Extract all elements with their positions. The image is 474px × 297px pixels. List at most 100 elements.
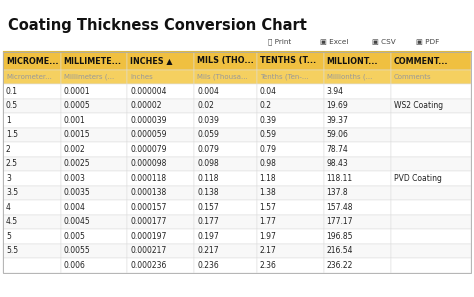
Bar <box>194 157 256 171</box>
Text: 2.36: 2.36 <box>260 261 276 270</box>
Bar <box>256 127 324 142</box>
Bar <box>3 52 61 70</box>
Text: 0.005: 0.005 <box>64 232 85 241</box>
Bar <box>256 142 324 157</box>
Text: 236.22: 236.22 <box>327 261 353 270</box>
Text: 0.1: 0.1 <box>6 87 18 96</box>
Text: Millionths (...: Millionths (... <box>327 74 372 80</box>
Bar <box>128 214 194 229</box>
Text: Comments: Comments <box>393 74 431 80</box>
Bar <box>128 186 194 200</box>
Text: 5: 5 <box>6 232 11 241</box>
Text: Inches: Inches <box>130 74 153 80</box>
Bar <box>391 84 471 99</box>
Text: 39.37: 39.37 <box>327 116 348 125</box>
Text: 0.000059: 0.000059 <box>130 130 167 139</box>
Text: 0.177: 0.177 <box>197 217 219 226</box>
Text: 0.39: 0.39 <box>260 116 277 125</box>
Bar <box>3 70 61 84</box>
Text: 2.17: 2.17 <box>260 246 276 255</box>
Text: 0.0001: 0.0001 <box>64 87 90 96</box>
Bar <box>61 258 128 273</box>
Text: 0.039: 0.039 <box>197 116 219 125</box>
Text: 1.97: 1.97 <box>260 232 276 241</box>
Text: 0.000138: 0.000138 <box>130 188 167 197</box>
Text: MILLIMETE...: MILLIMETE... <box>64 56 121 66</box>
Bar <box>3 113 61 127</box>
Bar <box>256 244 324 258</box>
Bar <box>3 214 61 229</box>
Bar <box>391 157 471 171</box>
Bar <box>61 99 128 113</box>
Text: 0.000217: 0.000217 <box>130 246 167 255</box>
Text: 0.001: 0.001 <box>64 116 85 125</box>
Bar <box>194 52 256 70</box>
Bar <box>61 157 128 171</box>
Text: 196.85: 196.85 <box>327 232 353 241</box>
Bar <box>324 186 391 200</box>
Text: 78.74: 78.74 <box>327 145 348 154</box>
Text: 0.000039: 0.000039 <box>130 116 167 125</box>
Text: 19.69: 19.69 <box>327 101 348 110</box>
Bar <box>391 229 471 244</box>
Bar <box>3 244 61 258</box>
Bar <box>3 52 471 273</box>
Bar <box>3 99 61 113</box>
Bar <box>256 171 324 186</box>
Bar <box>324 70 391 84</box>
Text: 0.0005: 0.0005 <box>64 101 91 110</box>
Bar <box>61 229 128 244</box>
Text: ▣ CSV: ▣ CSV <box>372 38 396 44</box>
Text: 216.54: 216.54 <box>327 246 353 255</box>
Bar <box>194 171 256 186</box>
Text: 137.8: 137.8 <box>327 188 348 197</box>
Bar <box>61 70 128 84</box>
Text: 0.059: 0.059 <box>197 130 219 139</box>
Bar <box>128 52 194 70</box>
Bar <box>3 142 61 157</box>
Bar <box>391 171 471 186</box>
Bar <box>324 142 391 157</box>
Bar <box>256 258 324 273</box>
Text: Micrometer...: Micrometer... <box>6 74 52 80</box>
Bar <box>391 214 471 229</box>
Bar <box>391 200 471 214</box>
Text: MILS (THO...: MILS (THO... <box>197 56 254 66</box>
Bar <box>256 229 324 244</box>
Bar <box>3 127 61 142</box>
Bar <box>3 186 61 200</box>
Text: 1: 1 <box>6 116 11 125</box>
Text: 0.006: 0.006 <box>64 261 85 270</box>
Bar <box>3 200 61 214</box>
Bar <box>256 157 324 171</box>
Text: 2: 2 <box>6 145 11 154</box>
Text: 3.5: 3.5 <box>6 188 18 197</box>
Bar <box>3 171 61 186</box>
Bar <box>61 142 128 157</box>
Text: Tenths (Ten-...: Tenths (Ten-... <box>260 74 308 80</box>
Bar <box>61 127 128 142</box>
Text: 1.57: 1.57 <box>260 203 276 212</box>
Bar <box>324 229 391 244</box>
Text: 0.79: 0.79 <box>260 145 277 154</box>
Text: 0.0025: 0.0025 <box>64 159 90 168</box>
Bar <box>324 157 391 171</box>
Bar <box>324 127 391 142</box>
Text: 2.5: 2.5 <box>6 159 18 168</box>
Text: 0.0035: 0.0035 <box>64 188 91 197</box>
Bar <box>61 113 128 127</box>
Text: 4: 4 <box>6 203 11 212</box>
Text: Coating Thickness Conversion Chart: Coating Thickness Conversion Chart <box>8 18 307 33</box>
Bar <box>256 113 324 127</box>
Bar <box>256 200 324 214</box>
Text: 0.098: 0.098 <box>197 159 219 168</box>
Text: 0.000177: 0.000177 <box>130 217 167 226</box>
Bar <box>128 84 194 99</box>
Bar <box>3 258 61 273</box>
Bar <box>128 244 194 258</box>
Bar <box>194 70 256 84</box>
Bar <box>128 70 194 84</box>
Bar <box>128 142 194 157</box>
Text: 0.004: 0.004 <box>197 87 219 96</box>
Bar <box>324 52 391 70</box>
